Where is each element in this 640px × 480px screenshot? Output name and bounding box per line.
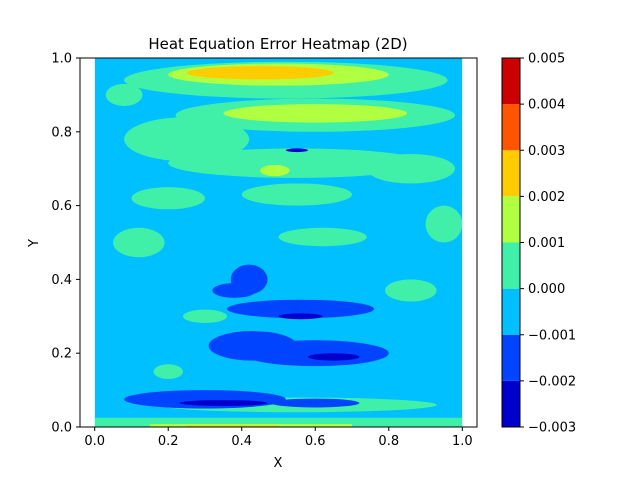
heatmap-region [385,279,437,302]
chart-title: Heat Equation Error Heatmap (2D) [148,35,407,53]
heatmap-region [241,183,353,206]
colorbar-segment [502,334,520,381]
x-tick-label: 1.0 [452,434,473,449]
x-axis: 0.0 0.2 0.4 0.6 0.8 1.0 [84,427,473,449]
colorbar-segment [502,150,520,197]
heatmap-region [182,309,228,323]
colorbar-segment [502,288,520,335]
heatmap-region [260,165,290,177]
colorbar-segment [502,380,520,427]
heatmap-region [131,187,205,210]
heatmap-region [124,117,250,162]
y-axis: 0.0 0.2 0.4 0.6 0.8 1.0 [51,52,80,436]
y-tick-label: 0.6 [51,199,72,214]
x-tick-label: 0.6 [305,434,326,449]
colorbar-segment [502,196,520,243]
colorbar: −0.003 −0.002 −0.001 0.000 0.001 0.002 0.003 0.… [501,52,576,436]
heatmap-region [105,83,143,106]
heatmap-region [278,227,367,247]
colorbar-tick-label: −0.001 [528,328,576,343]
y-tick-label: 0.0 [51,421,72,436]
heatmap-region [168,148,426,178]
heatmap-region [425,205,463,243]
x-tick-label: 0.4 [231,434,252,449]
x-axis-label: X [274,456,283,471]
colorbar-tick-label: −0.002 [528,374,576,389]
plot-area [79,57,478,428]
colorbar-segment [502,242,520,289]
colorbar-tick-label: −0.003 [528,421,576,436]
heatmap-region [278,313,323,320]
plot-frame [79,57,478,428]
colorbar-tick-label: 0.004 [528,98,565,113]
heatmap-region [271,398,360,408]
y-tick-label: 1.0 [51,52,72,67]
y-axis-label: Y [27,239,42,248]
heatmap-region [124,390,286,409]
colorbar-segment [502,58,520,105]
y-tick-label: 0.8 [51,125,72,140]
heatmap-region [227,299,375,319]
heatmap-region [186,66,334,80]
x-tick-label: 0.2 [158,434,179,449]
heatmap-region [212,283,257,298]
heatmap-region [285,148,308,153]
colorbar-segment [502,104,520,151]
x-tick-label: 0.8 [378,434,399,449]
colorbar-tick-label: 0.003 [528,144,565,159]
heatmap-region [113,227,165,258]
heatmap-region [153,364,183,380]
heatmap-region [94,417,463,427]
y-tick-label: 0.4 [51,273,72,288]
colorbar-tick-label: 0.002 [528,190,565,205]
heatmap-region [186,425,279,427]
heatmap-region [241,340,389,367]
heatmap-region [223,104,408,123]
heatmap-region [366,153,455,184]
colorbar-tick-label: 0.000 [528,282,565,297]
heatmap-field [94,58,463,427]
colorbar-tick-label: 0.005 [528,52,565,67]
heatmap-region [179,400,268,406]
y-tick-label: 0.2 [51,347,72,362]
colorbar-tick-label: 0.001 [528,236,565,251]
heatmap-region [307,353,360,361]
x-tick-label: 0.0 [84,434,105,449]
